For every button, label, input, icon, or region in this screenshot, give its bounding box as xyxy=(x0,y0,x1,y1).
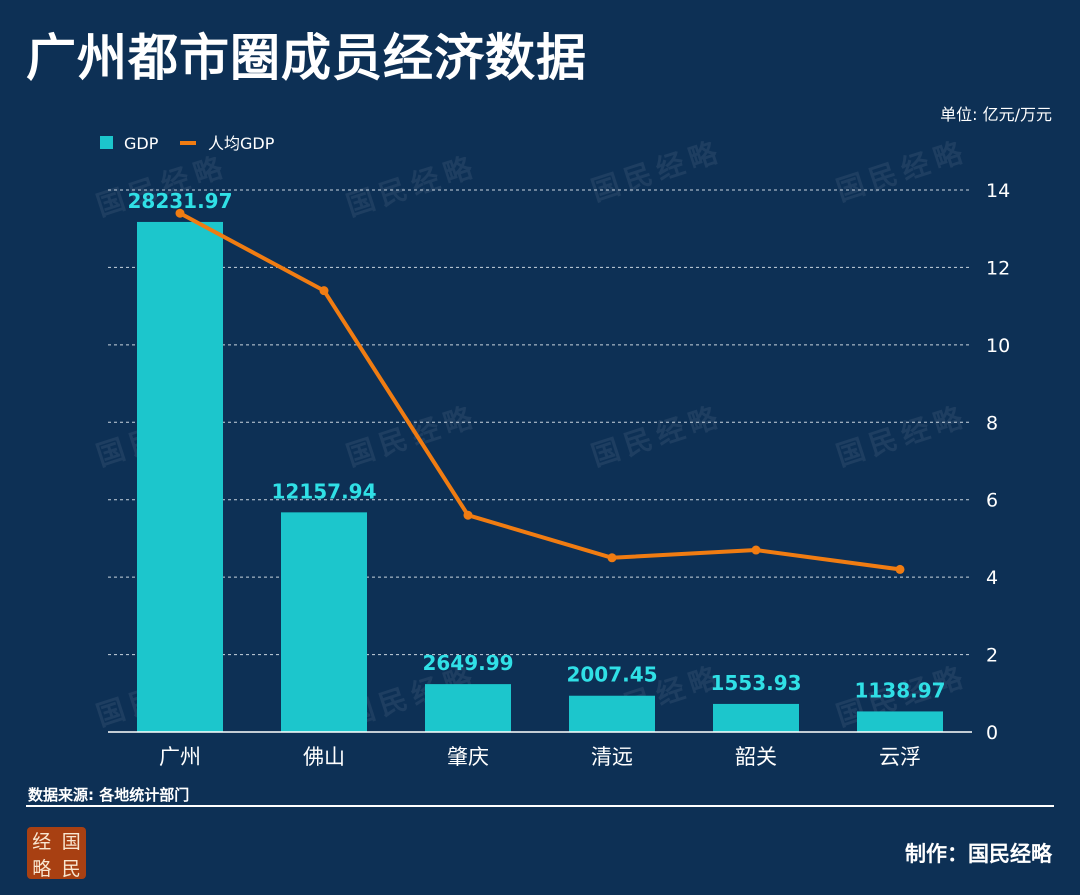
logo-char: 民 xyxy=(61,858,81,880)
legend-label-gdp: GDP xyxy=(124,134,159,153)
watermark-text: 国民经略 xyxy=(587,134,727,207)
y-tick-label: 12 xyxy=(986,257,1010,279)
bars xyxy=(137,221,943,732)
x-tick-label: 云浮 xyxy=(879,745,921,769)
bar xyxy=(857,711,943,732)
per-capita-line xyxy=(175,208,905,574)
logo-char: 经 xyxy=(32,831,52,853)
watermark-text: 国民经略 xyxy=(342,149,482,222)
y-tick-label: 0 xyxy=(986,722,998,744)
y-tick-label: 8 xyxy=(986,412,998,434)
bar xyxy=(281,512,367,732)
legend-swatch-gdp xyxy=(100,136,113,149)
line-point xyxy=(895,564,905,574)
axes: 0 2 4 6 8 10 12 14 广州 佛山 肇庆 清远 韶关 云浮 xyxy=(108,180,1010,769)
logo-char: 国 xyxy=(61,831,81,853)
line-point xyxy=(751,545,761,555)
line-point xyxy=(319,286,329,296)
y-tick-label: 4 xyxy=(986,567,998,589)
y-tick-label: 2 xyxy=(986,645,998,667)
bar-value-label: 2007.45 xyxy=(566,663,657,687)
chart-title: 广州都市圈成员经济数据 xyxy=(26,29,587,87)
bar-value-label: 28231.97 xyxy=(127,189,232,213)
watermark-text: 国民经略 xyxy=(832,134,972,207)
y-tick-label: 6 xyxy=(986,490,998,512)
bar xyxy=(569,695,655,732)
x-tick-label: 韶关 xyxy=(735,745,777,769)
bar-value-label: 12157.94 xyxy=(271,479,376,503)
bar xyxy=(137,221,223,732)
watermark-text: 国民经略 xyxy=(342,399,482,472)
footer-divider xyxy=(26,805,1054,807)
x-tick-label: 肇庆 xyxy=(447,745,489,769)
bar xyxy=(713,703,799,732)
legend: GDP 人均GDP xyxy=(100,134,275,153)
bar-value-label: 2649.99 xyxy=(422,651,513,675)
watermark-text: 国民经略 xyxy=(832,399,972,472)
credit: 制作：国民经略 xyxy=(905,842,1052,866)
x-tick-label: 清远 xyxy=(591,745,633,769)
logo-char: 略 xyxy=(32,858,52,880)
grid-lines xyxy=(108,189,972,656)
data-source: 数据来源: 各地统计部门 xyxy=(28,786,190,804)
bar xyxy=(425,684,511,732)
bar-value-label: 1553.93 xyxy=(710,671,801,695)
line-series xyxy=(179,211,901,572)
brand-logo: 经 国 略 民 xyxy=(27,827,86,880)
line-point xyxy=(175,208,185,218)
y-tick-label: 14 xyxy=(986,180,1010,202)
unit-label: 单位: 亿元/万元 xyxy=(940,105,1052,124)
legend-label-per-capita: 人均GDP xyxy=(208,134,275,153)
line-point xyxy=(463,510,473,520)
bar-value-label: 1138.97 xyxy=(854,678,945,702)
x-tick-label: 佛山 xyxy=(303,745,345,769)
x-tick-label: 广州 xyxy=(159,745,201,769)
line-point xyxy=(607,553,617,563)
watermark-text: 国民经略 xyxy=(587,399,727,472)
y-tick-label: 10 xyxy=(986,335,1010,357)
data-labels: 28231.97 12157.94 2649.99 2007.45 1553.93 113… xyxy=(127,189,945,702)
